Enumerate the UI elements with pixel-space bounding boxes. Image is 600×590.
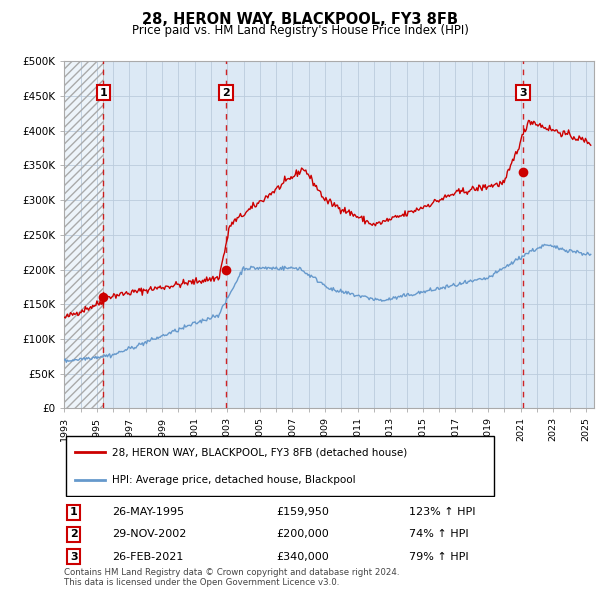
Text: £340,000: £340,000 [276, 552, 329, 562]
Bar [64, 61, 103, 408]
Text: 3: 3 [519, 87, 527, 97]
Text: 79% ↑ HPI: 79% ↑ HPI [409, 552, 468, 562]
Text: £159,950: £159,950 [276, 507, 329, 517]
Text: Price paid vs. HM Land Registry's House Price Index (HPI): Price paid vs. HM Land Registry's House … [131, 24, 469, 37]
Text: 29-NOV-2002: 29-NOV-2002 [112, 529, 186, 539]
Text: Contains HM Land Registry data © Crown copyright and database right 2024.
This d: Contains HM Land Registry data © Crown c… [64, 568, 400, 587]
Text: 26-MAY-1995: 26-MAY-1995 [112, 507, 184, 517]
Text: 1: 1 [100, 87, 107, 97]
Text: £200,000: £200,000 [276, 529, 329, 539]
Text: 3: 3 [70, 552, 77, 562]
Text: 28, HERON WAY, BLACKPOOL, FY3 8FB: 28, HERON WAY, BLACKPOOL, FY3 8FB [142, 12, 458, 27]
Bar [64, 61, 103, 408]
FancyBboxPatch shape [67, 436, 494, 496]
Text: HPI: Average price, detached house, Blackpool: HPI: Average price, detached house, Blac… [112, 475, 355, 485]
Text: 2: 2 [70, 529, 77, 539]
Text: 123% ↑ HPI: 123% ↑ HPI [409, 507, 475, 517]
Text: 2: 2 [222, 87, 230, 97]
Text: 26-FEB-2021: 26-FEB-2021 [112, 552, 183, 562]
Text: 28, HERON WAY, BLACKPOOL, FY3 8FB (detached house): 28, HERON WAY, BLACKPOOL, FY3 8FB (detac… [112, 447, 407, 457]
Text: 74% ↑ HPI: 74% ↑ HPI [409, 529, 468, 539]
Text: 1: 1 [70, 507, 77, 517]
